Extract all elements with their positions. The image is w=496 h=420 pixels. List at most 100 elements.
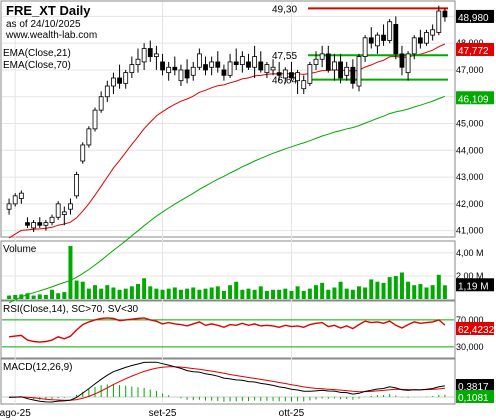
candle-body [436,10,442,33]
volume-bar [289,290,294,299]
ema21-tag-bg [456,42,494,56]
volume-bar [111,287,116,299]
volume-bar [197,289,202,299]
candle-body [430,29,436,36]
volume-bar [25,293,30,299]
candle-body [381,34,386,41]
candle-body [49,216,55,224]
candle-body [325,53,331,71]
volume-last-tag: 1,19 M [458,281,489,292]
volume-bar [203,288,208,299]
volume-bar [363,287,368,299]
volume-bar [31,295,36,299]
volume-bar [344,288,349,299]
legend-ema21: EMA(Close,21) [3,48,71,59]
candle-body [98,96,104,111]
volume-bar [264,290,269,299]
candle-body [154,53,159,57]
candle-body [375,34,380,47]
volume-bar [209,287,214,299]
macd-line [9,361,445,403]
volume-bar [399,272,404,299]
volume-bar [424,287,429,299]
price-tick-label: 45,000 [456,119,484,129]
volume-bar [332,287,337,299]
volume-tick-label: 4,00 M [456,248,484,258]
volume-bar [387,277,392,299]
candle-body [319,53,325,60]
candle-body [362,37,368,57]
candle-body [25,222,30,226]
candle-body [141,48,147,63]
volume-bar [418,284,423,299]
volume-bar [62,292,67,299]
candle-body [209,61,215,68]
volume-bar [178,289,183,299]
candle-body [104,85,110,98]
volume-bar [172,287,177,299]
x-tick-label: set-25 [149,408,177,419]
x-tick-label: ago-25 [0,408,31,419]
volume-bar [375,281,380,299]
volume-bar [234,281,239,299]
candle-body [135,58,141,65]
volume-bar [258,286,263,299]
price-tick-label: 47,000 [456,65,484,75]
legend-ema70: EMA(Close,70) [3,60,71,71]
volume-bar [43,294,48,299]
candle-body [246,61,251,68]
candle-body [276,72,282,76]
volume-bar [228,285,233,299]
volume-bar [19,294,24,299]
volume-bar [436,274,441,299]
candle-body [203,64,208,71]
volume-bar [142,278,147,299]
volume-bar [99,288,104,299]
candle-body [424,32,429,44]
candle-body [387,21,393,41]
rsi-last-tag-bg [456,321,494,335]
volume-bar [271,289,276,299]
candle-body [178,69,184,82]
volume-bar [166,288,171,299]
candle-body [405,53,411,74]
volume-bar [246,288,251,299]
volume-bar [68,246,73,299]
volume-bar [314,285,319,299]
volume-tick-label: 2,00 M [456,271,484,281]
volume-bar [74,280,79,299]
volume-bar [105,285,110,299]
candle-body [295,72,300,82]
candle-body [270,66,276,71]
candle-body [129,64,135,74]
candle-body [307,64,313,84]
candle-body [43,222,49,226]
site-url: www.wealth-lab.com [5,30,97,41]
volume-bar [252,289,257,299]
candle-body [166,66,172,74]
candle-body [356,56,362,87]
level-label: 49,30 [272,4,297,15]
candle-body [442,10,448,18]
candle-body [282,69,288,79]
candle-body [332,61,337,71]
volume-bar [320,282,325,299]
volume-bar [338,281,343,299]
candle-body [55,203,61,218]
volume-bar [129,286,134,299]
volume-bar [148,286,153,299]
ema70-line [8,95,446,304]
price-tick-label: 41,000 [456,226,484,236]
volume-bar [221,290,226,299]
volume-bar [369,279,374,299]
volume-bar [430,285,435,299]
volume-bar [80,281,85,299]
candle-body [233,61,239,65]
macd-last-tag: 0,3817 [458,382,489,393]
volume-bar [191,287,196,299]
volume-bar [412,285,417,299]
volume-bar [13,294,18,299]
candle-body [344,66,350,76]
volume-bar [93,285,98,299]
